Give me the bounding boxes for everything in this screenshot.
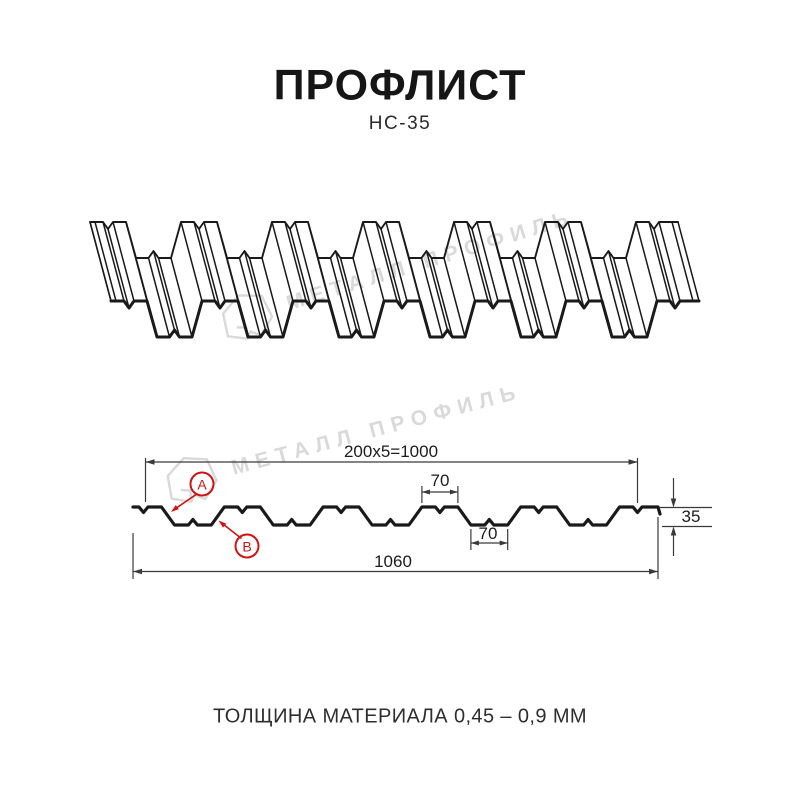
dimension-lines	[132, 458, 712, 579]
page-title: ПРОФЛИСТ	[273, 61, 527, 110]
dim-height-label: 35	[681, 507, 701, 526]
dim-crest-top-label: 70	[430, 471, 450, 490]
profile-3d-view	[89, 221, 701, 339]
callout-arrows	[171, 492, 242, 540]
dim-valley-bottom-label: 70	[478, 524, 498, 543]
ref-label-a: A	[189, 471, 215, 497]
ref-label-b: B	[234, 533, 260, 559]
material-note: ТОЛЩИНА МАТЕРИАЛА 0,45 – 0,9 ММ	[213, 705, 587, 728]
profile-section-view	[131, 505, 662, 527]
dim-modules-label: 200x5=1000	[343, 442, 439, 461]
dim-width-total-label: 1060	[374, 552, 412, 571]
profile-model: НС-35	[368, 113, 432, 134]
